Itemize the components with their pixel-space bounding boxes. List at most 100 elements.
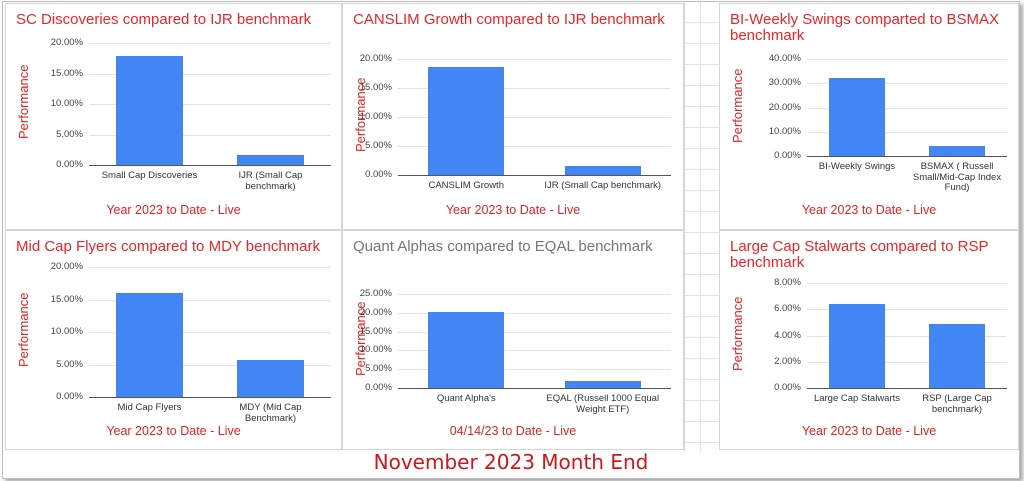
grid-line — [89, 332, 331, 333]
y-tick-label: 10.00% — [50, 326, 83, 337]
grid-line — [807, 131, 1007, 133]
grid-line — [807, 83, 1007, 85]
bar — [115, 56, 184, 165]
y-tick-label: 10.00% — [359, 344, 392, 356]
grid-line — [89, 299, 331, 301]
grid-line — [398, 369, 671, 371]
x-axis-label: Year 2023 to Date - Live — [801, 203, 937, 217]
grid-line — [398, 88, 671, 89]
bar — [929, 145, 985, 156]
y-tick-label: 15.00% — [359, 325, 392, 337]
grid-line — [807, 156, 1007, 157]
bar — [829, 77, 885, 156]
grid-line — [89, 104, 331, 105]
y-tick-label: 0.00% — [365, 382, 392, 393]
y-tick-label: 0.00% — [56, 159, 83, 170]
y-tick-label: 15.00% — [50, 293, 83, 305]
bar — [428, 311, 505, 388]
grid-line — [398, 59, 671, 60]
y-tick-label: 20.00% — [50, 261, 83, 272]
y-tick-label: 0.00% — [774, 150, 801, 161]
y-tick-label: 6.00% — [774, 303, 801, 315]
y-tick-label: 0.00% — [365, 169, 392, 180]
x-axis-label: Year 2023 to Date - Live — [106, 203, 241, 217]
grid-line — [398, 388, 671, 389]
grid-line — [807, 335, 1007, 337]
y-tick-label: 4.00% — [774, 329, 801, 341]
grid-line — [398, 117, 671, 118]
spreadsheet-gap — [684, 2, 721, 452]
grid-line — [89, 364, 331, 366]
chart-panel: Quant Alphas compared to EQAL benchmark P… — [342, 230, 684, 450]
grid-line — [89, 165, 331, 166]
grid-line — [807, 283, 1007, 284]
chart-title: Quant Alphas compared to EQAL benchmark — [353, 238, 653, 255]
bar — [115, 293, 184, 397]
y-tick-label: 0.00% — [774, 382, 801, 393]
grid-line — [398, 350, 671, 352]
grid-line — [398, 175, 671, 176]
y-tick-label: 10.00% — [768, 125, 801, 137]
grid-line — [398, 294, 671, 295]
grid-line — [398, 331, 671, 333]
chart-panel: Mid Cap Flyers compared to MDY benchmark… — [5, 230, 342, 450]
chart-panel: SC Discoveries compared to IJR benchmark… — [5, 3, 342, 230]
grid-line — [89, 134, 331, 136]
x-tick-label: RSP (Large Cap benchmark) — [922, 393, 992, 415]
bar — [929, 323, 985, 388]
chart-title: SC Discoveries compared to IJR benchmark — [16, 11, 312, 28]
grid-line — [89, 43, 331, 44]
bar — [236, 155, 305, 165]
grid-line — [807, 388, 1007, 389]
y-tick-label: 10.00% — [50, 98, 83, 109]
y-tick-label: 0.00% — [56, 391, 83, 402]
x-tick-label: IJR (Small Cap benchmark) — [238, 170, 303, 192]
bar — [428, 66, 505, 175]
grid-line — [89, 73, 331, 75]
chart-title: Large Cap Stalwarts compared to RSP benc… — [730, 238, 989, 271]
x-axis-label: 04/14/23 to Date - Live — [449, 424, 577, 438]
x-axis-label: Year 2023 to Date - Live — [106, 424, 241, 438]
x-axis-label: Year 2023 to Date - Live — [445, 203, 581, 217]
grid-line — [807, 107, 1007, 109]
x-tick-label: IJR (Small Cap benchmark) — [544, 180, 662, 191]
chart-panel: Large Cap Stalwarts compared to RSP benc… — [719, 230, 1019, 450]
y-tick-label: 8.00% — [774, 277, 801, 288]
bar — [236, 359, 305, 397]
x-tick-label: CANSLIM Growth — [428, 180, 504, 191]
y-tick-label: 30.00% — [768, 77, 801, 89]
y-tick-label: 25.00% — [359, 288, 392, 299]
y-tick-label: 20.00% — [359, 53, 392, 64]
x-tick-label: Small Cap Discoveries — [101, 170, 198, 181]
y-tick-label: 5.00% — [56, 128, 83, 140]
bar — [564, 166, 641, 175]
chart-panel: BI-Weekly Swings comparted to BSMAX benc… — [719, 3, 1019, 230]
y-tick-label: 20.00% — [768, 101, 801, 113]
grid-line — [398, 312, 671, 314]
x-tick-label: BSMAX ( Russell Small/Mid-Cap Index Fund… — [912, 161, 1002, 193]
grid-line — [89, 397, 331, 398]
y-tick-label: 5.00% — [365, 140, 392, 151]
y-axis-label: Performance — [16, 292, 31, 367]
chart-panel: CANSLIM Growth compared to IJR benchmark… — [342, 3, 684, 230]
chart-title: Mid Cap Flyers compared to MDY benchmark — [16, 238, 320, 255]
y-tick-label: 2.00% — [774, 355, 801, 367]
bar — [829, 304, 885, 388]
y-axis-label: Performance — [730, 68, 745, 143]
y-tick-label: 5.00% — [365, 363, 392, 375]
y-tick-label: 20.00% — [359, 306, 392, 318]
y-axis-label: Performance — [16, 64, 31, 139]
y-tick-label: 10.00% — [359, 111, 392, 122]
x-tick-label: Mid Cap Flyers — [117, 402, 182, 413]
y-tick-label: 5.00% — [56, 358, 83, 370]
y-tick-label: 15.00% — [50, 67, 83, 79]
y-tick-label: 20.00% — [50, 37, 83, 48]
bar — [564, 380, 641, 388]
grid-line — [807, 59, 1007, 60]
x-tick-label: MDY (Mid Cap Benchmark) — [239, 402, 302, 424]
y-axis-label: Performance — [730, 296, 745, 371]
grid-line — [398, 146, 671, 147]
y-tick-label: 40.00% — [768, 53, 801, 64]
